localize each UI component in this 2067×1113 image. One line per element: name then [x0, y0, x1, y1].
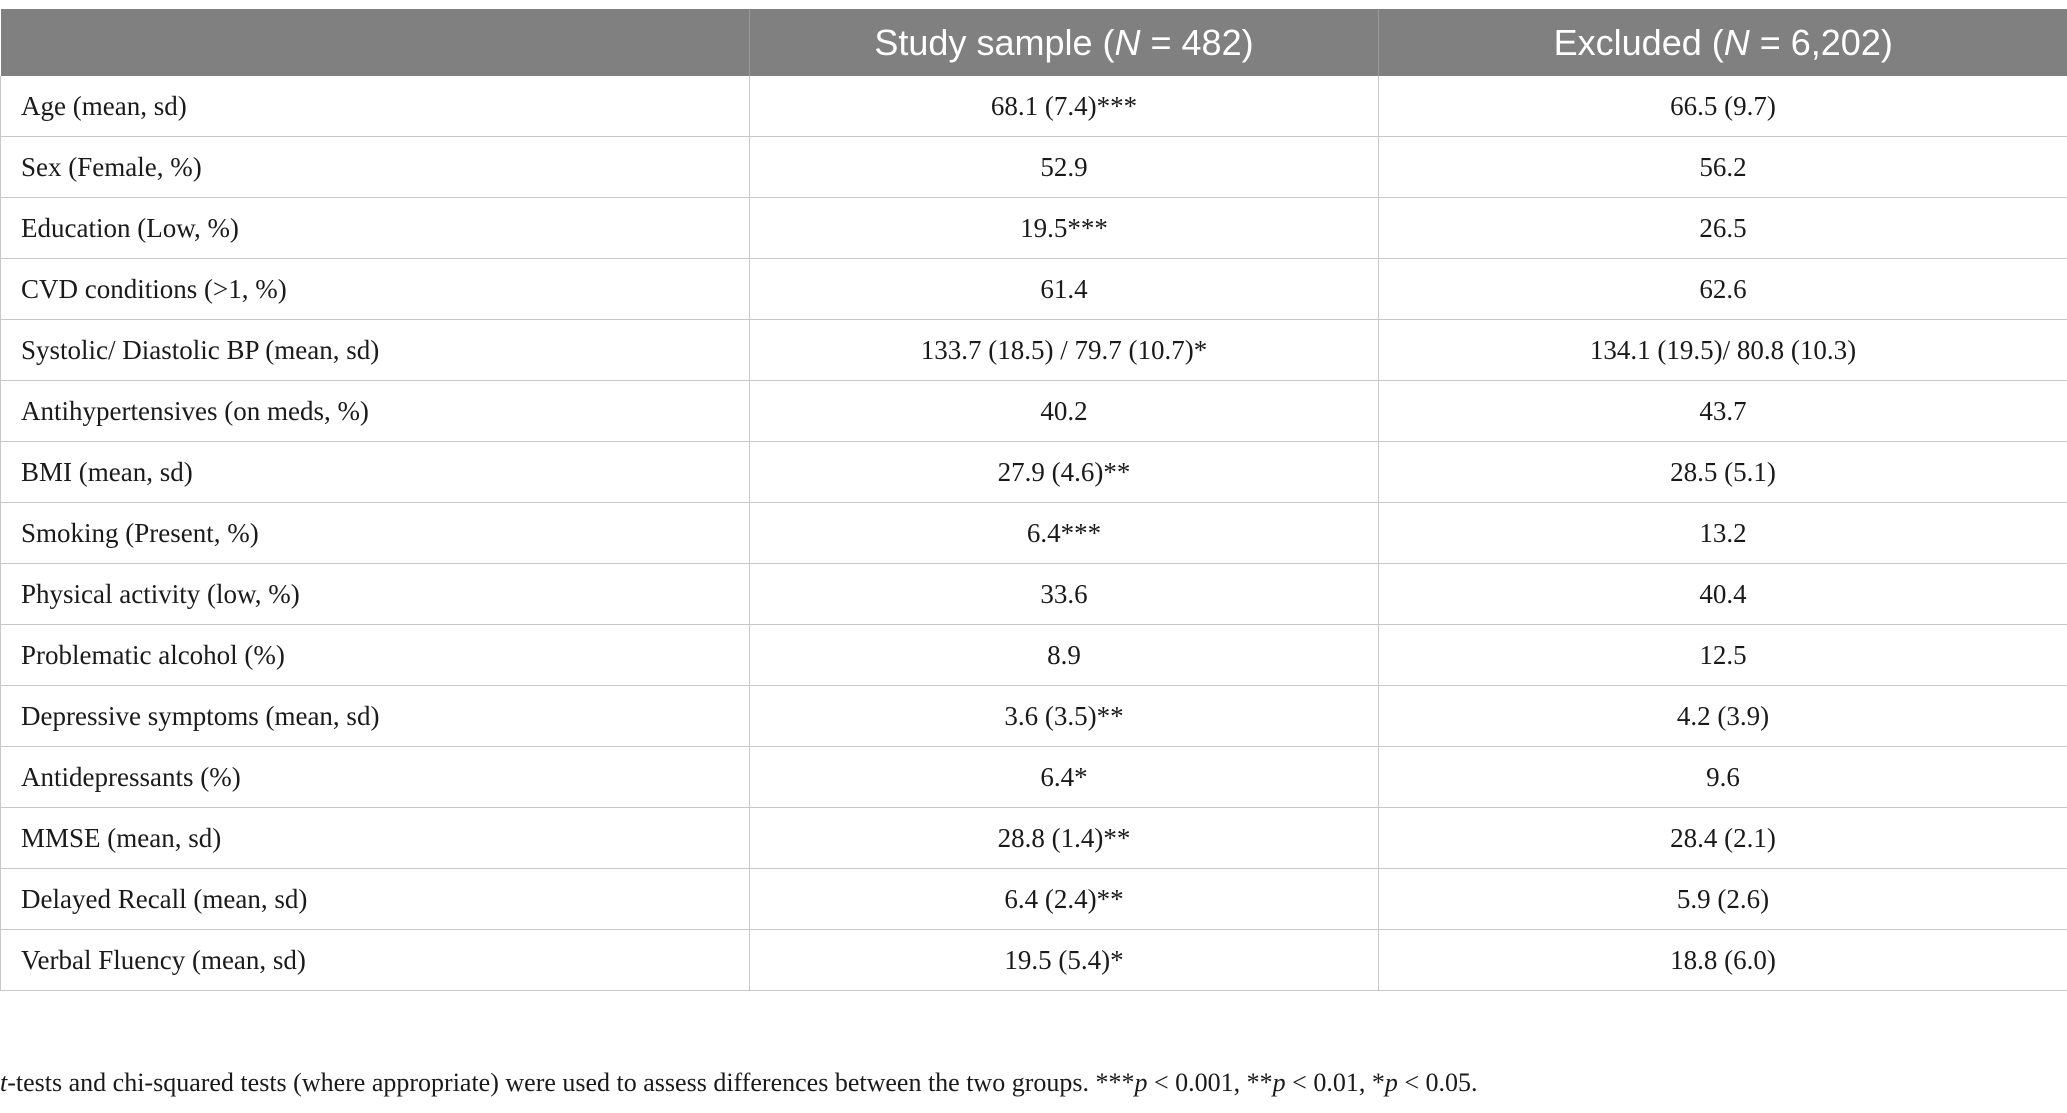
table-row: Antidepressants (%) 6.4* 9.6	[0, 746, 2067, 808]
table-row: Delayed Recall (mean, sd) 6.4 (2.4)** 5.9 …	[0, 868, 2067, 930]
row-variable: Antihypertensives (on meds, %)	[0, 380, 750, 442]
footnote-p2-rest: < 0.01,	[1285, 1068, 1372, 1097]
row-excluded-value: 66.5 (9.7)	[1378, 76, 2067, 137]
table-row: Physical activity (low, %) 33.6 40.4	[0, 563, 2067, 625]
comparison-table: Study sample (N = 482) Excluded (N = 6,2…	[0, 9, 2067, 991]
table-header-row: Study sample (N = 482) Excluded (N = 6,2…	[0, 9, 2067, 76]
table-row: Age (mean, sd) 68.1 (7.4)*** 66.5 (9.7)	[0, 76, 2067, 137]
row-excluded-value: 5.9 (2.6)	[1378, 868, 2067, 930]
row-excluded-value: 28.4 (2.1)	[1378, 807, 2067, 869]
row-variable: MMSE (mean, sd)	[0, 807, 750, 869]
header-variable	[0, 9, 750, 76]
row-excluded-value: 26.5	[1378, 197, 2067, 259]
footnote-p-letter: p	[1134, 1068, 1148, 1097]
row-variable: Delayed Recall (mean, sd)	[0, 868, 750, 930]
footnote-p-letter: p	[1272, 1068, 1286, 1097]
table-row: Verbal Fluency (mean, sd) 19.5 (5.4)* 18.8…	[0, 929, 2067, 991]
row-excluded-value: 56.2	[1378, 136, 2067, 198]
table-row: Education (Low, %) 19.5*** 26.5	[0, 197, 2067, 259]
row-study-value: 68.1 (7.4)***	[749, 76, 1379, 137]
row-excluded-value: 18.8 (6.0)	[1378, 929, 2067, 991]
header-study-sample: Study sample (N = 482)	[749, 9, 1379, 76]
footnote-p1-stars: ***	[1095, 1068, 1135, 1097]
header-study-n-symbol: N	[1114, 21, 1141, 63]
footnote-p-letter: p	[1384, 1068, 1398, 1097]
table-footnote: t-tests and chi-squared tests (where app…	[0, 1068, 1478, 1098]
table-row: Systolic/ Diastolic BP (mean, sd) 133.7 (…	[0, 319, 2067, 381]
row-variable: Depressive symptoms (mean, sd)	[0, 685, 750, 747]
row-excluded-value: 28.5 (5.1)	[1378, 441, 2067, 503]
row-variable: CVD conditions (>1, %)	[0, 258, 750, 320]
row-study-value: 33.6	[749, 563, 1379, 625]
row-study-value: 40.2	[749, 380, 1379, 442]
row-study-value: 61.4	[749, 258, 1379, 320]
row-study-value: 27.9 (4.6)**	[749, 441, 1379, 503]
table-row: MMSE (mean, sd) 28.8 (1.4)** 28.4 (2.1)	[0, 807, 2067, 869]
table-row: CVD conditions (>1, %) 61.4 62.6	[0, 258, 2067, 320]
header-excluded: Excluded (N = 6,202)	[1378, 9, 2067, 76]
row-excluded-value: 40.4	[1378, 563, 2067, 625]
row-excluded-value: 4.2 (3.9)	[1378, 685, 2067, 747]
table-row: Depressive symptoms (mean, sd) 3.6 (3.5)*…	[0, 685, 2067, 747]
row-variable: Verbal Fluency (mean, sd)	[0, 929, 750, 991]
row-study-value: 19.5***	[749, 197, 1379, 259]
row-excluded-value: 12.5	[1378, 624, 2067, 686]
row-study-value: 52.9	[749, 136, 1379, 198]
row-study-value: 19.5 (5.4)*	[749, 929, 1379, 991]
row-study-value: 6.4*	[749, 746, 1379, 808]
row-variable: Sex (Female, %)	[0, 136, 750, 198]
row-variable: Systolic/ Diastolic BP (mean, sd)	[0, 319, 750, 381]
table-row: Sex (Female, %) 52.9 56.2	[0, 136, 2067, 198]
row-excluded-value: 134.1 (19.5)/ 80.8 (10.3)	[1378, 319, 2067, 381]
row-study-value: 6.4 (2.4)**	[749, 868, 1379, 930]
header-excluded-label: Excluded (	[1553, 21, 1724, 63]
row-variable: Antidepressants (%)	[0, 746, 750, 808]
header-study-n-value: = 482)	[1140, 21, 1254, 63]
row-variable: BMI (mean, sd)	[0, 441, 750, 503]
table-row: Antihypertensives (on meds, %) 40.2 43.7	[0, 380, 2067, 442]
row-excluded-value: 62.6	[1378, 258, 2067, 320]
row-excluded-value: 13.2	[1378, 502, 2067, 564]
row-variable: Problematic alcohol (%)	[0, 624, 750, 686]
row-excluded-value: 43.7	[1378, 380, 2067, 442]
header-study-label: Study sample (	[874, 21, 1115, 63]
header-excluded-n-symbol: N	[1723, 21, 1750, 63]
row-excluded-value: 9.6	[1378, 746, 2067, 808]
row-study-value: 3.6 (3.5)**	[749, 685, 1379, 747]
row-variable: Education (Low, %)	[0, 197, 750, 259]
footnote-p2-stars: **	[1246, 1068, 1273, 1097]
row-study-value: 8.9	[749, 624, 1379, 686]
table-container: Study sample (N = 482) Excluded (N = 6,2…	[0, 9, 2067, 991]
footnote-p3-stars: *	[1371, 1068, 1385, 1097]
row-study-value: 133.7 (18.5) / 79.7 (10.7)*	[749, 319, 1379, 381]
table-row: BMI (mean, sd) 27.9 (4.6)** 28.5 (5.1)	[0, 441, 2067, 503]
row-study-value: 6.4***	[749, 502, 1379, 564]
row-variable: Age (mean, sd)	[0, 76, 750, 137]
table-row: Smoking (Present, %) 6.4*** 13.2	[0, 502, 2067, 564]
footnote-text: -tests and chi-squared tests (where appr…	[7, 1068, 1096, 1097]
row-study-value: 28.8 (1.4)**	[749, 807, 1379, 869]
row-variable: Physical activity (low, %)	[0, 563, 750, 625]
footnote-p3-rest: < 0.05.	[1397, 1068, 1478, 1097]
footnote-p1-rest: < 0.001,	[1147, 1068, 1247, 1097]
header-excluded-n-value: = 6,202)	[1749, 21, 1893, 63]
row-variable: Smoking (Present, %)	[0, 502, 750, 564]
table-row: Problematic alcohol (%) 8.9 12.5	[0, 624, 2067, 686]
footnote-t-letter: t	[0, 1068, 8, 1097]
